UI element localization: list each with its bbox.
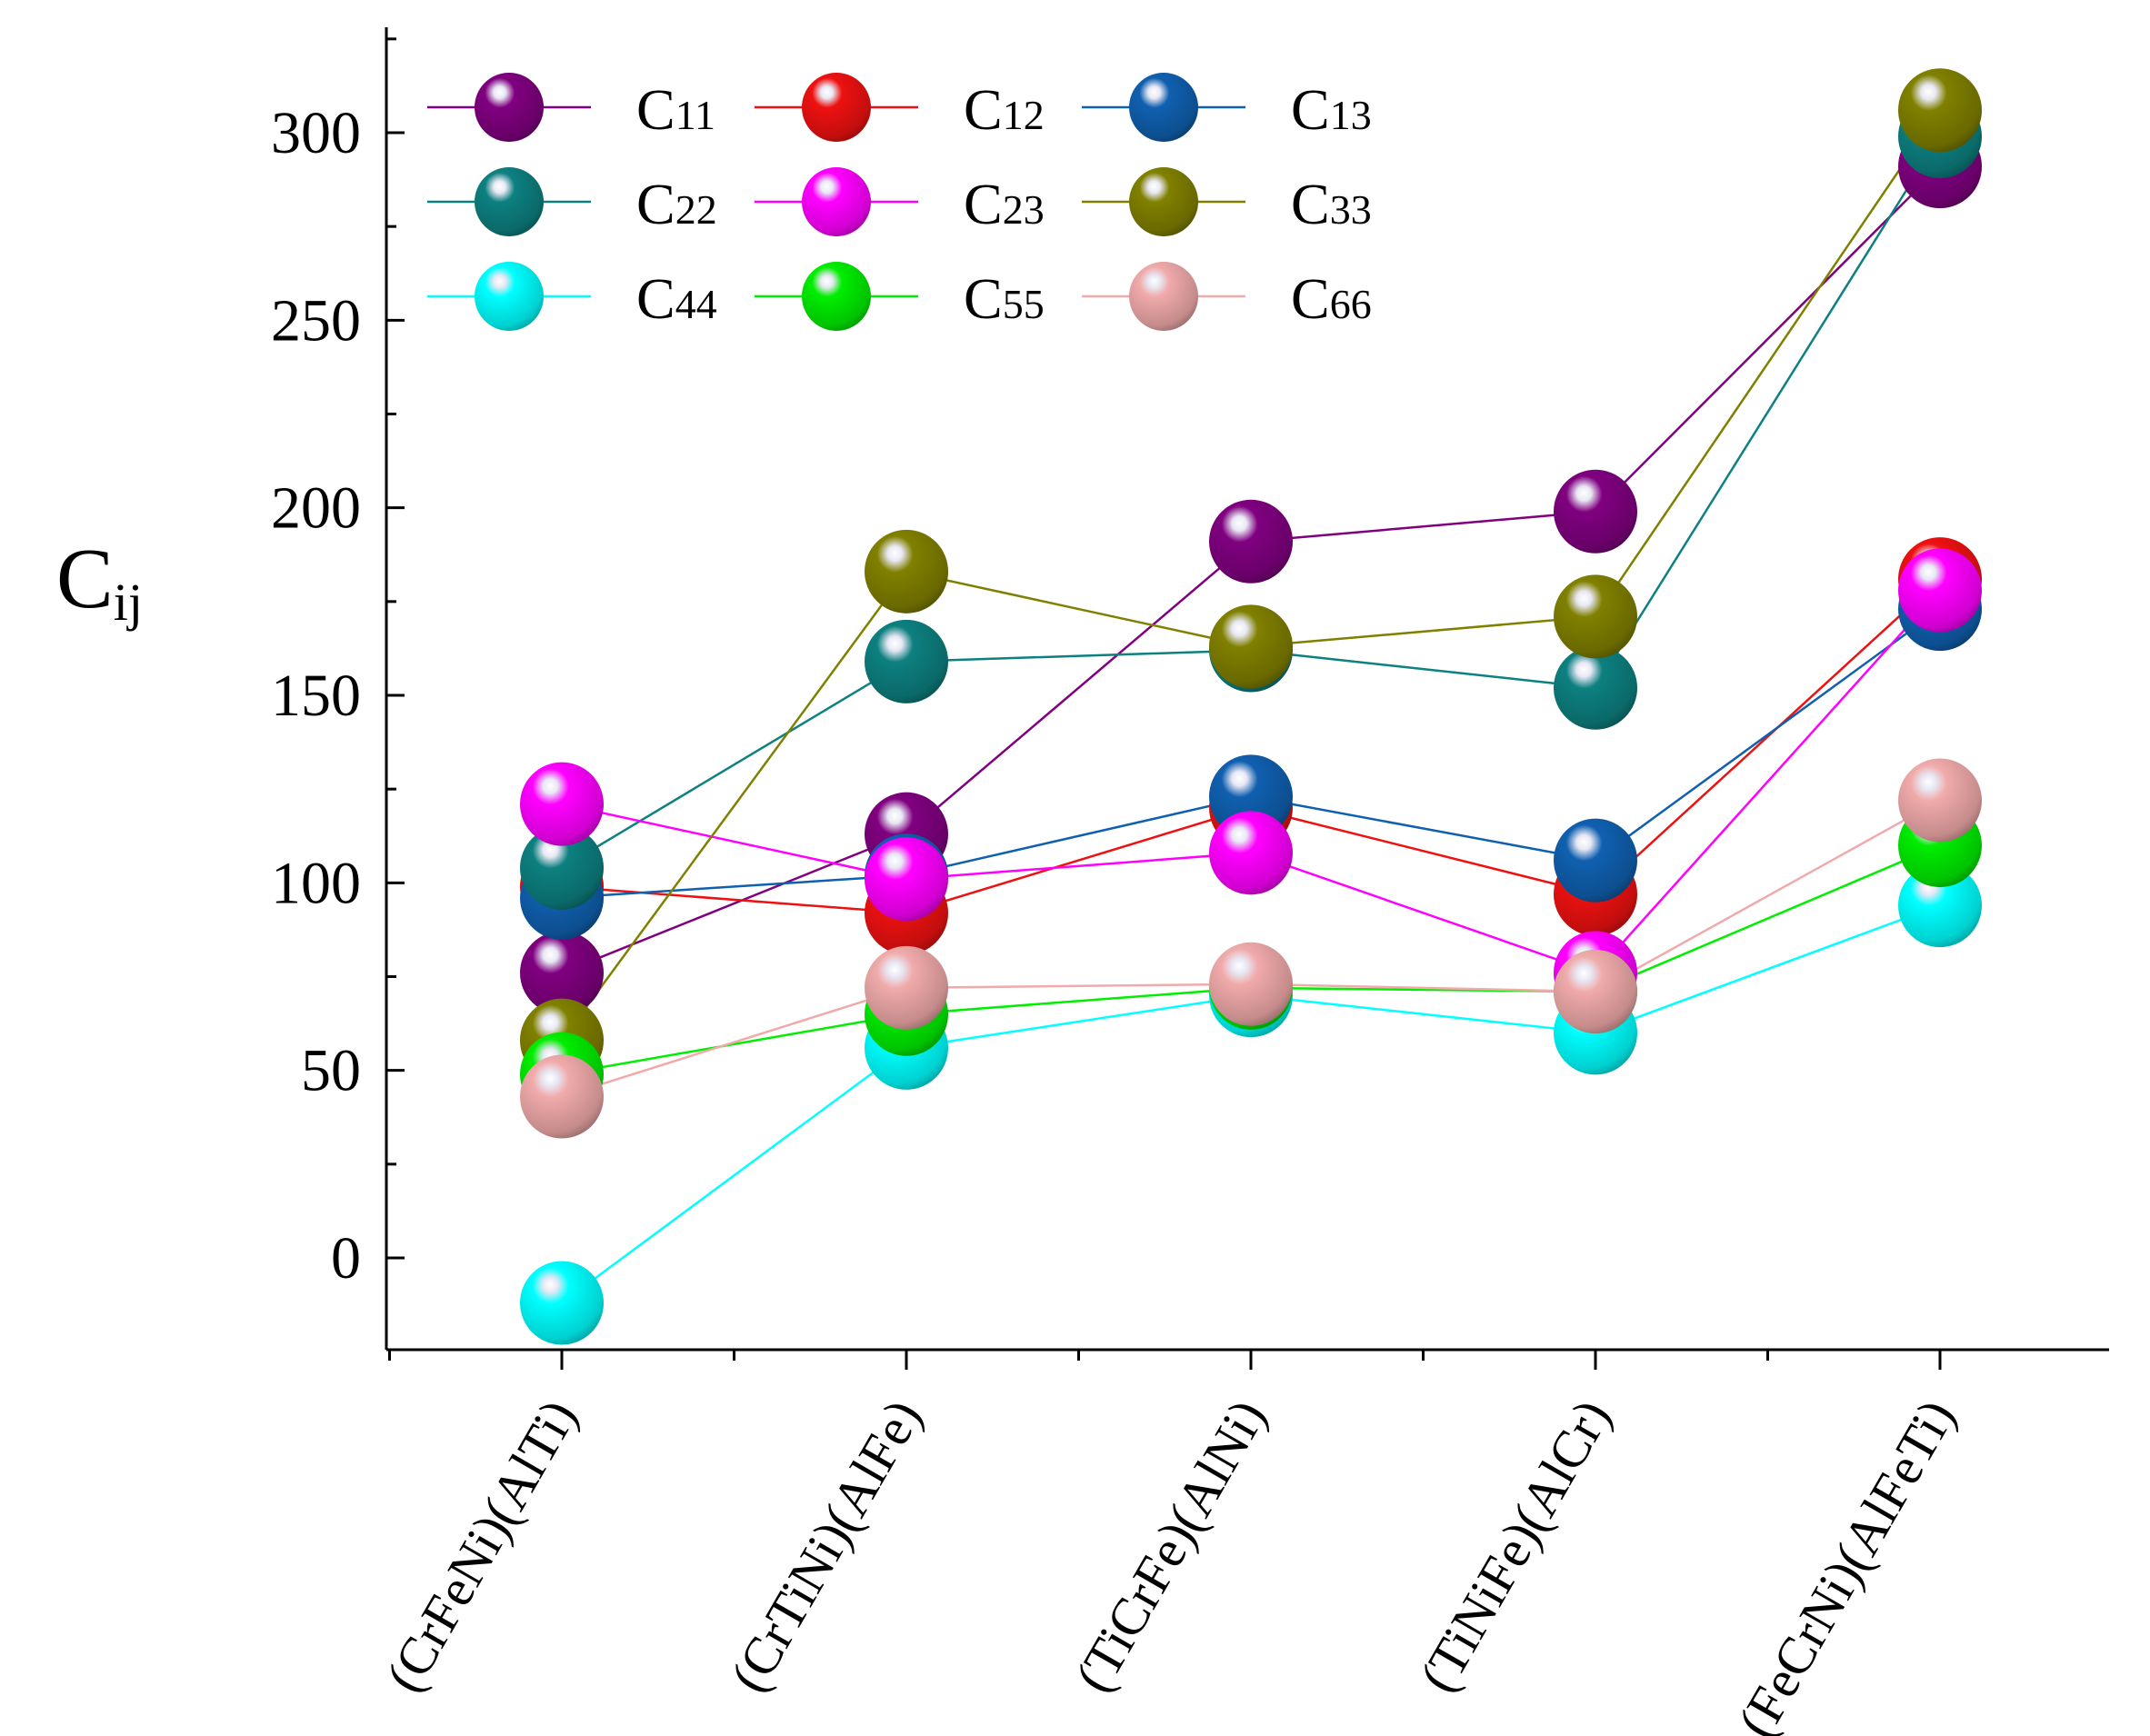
legend-marker xyxy=(802,73,871,142)
data-point-c11 xyxy=(1554,469,1637,554)
data-point-c23 xyxy=(520,762,604,846)
data-point-c33 xyxy=(1554,574,1637,659)
legend-marker xyxy=(475,73,544,142)
legend-label: C13 xyxy=(1291,77,1372,142)
legend-entry-c44: C44 xyxy=(427,262,717,331)
y-tick-label: 300 xyxy=(271,100,361,166)
legend-entry-c33: C33 xyxy=(1082,167,1372,236)
data-point-c66 xyxy=(1898,758,1982,843)
legend-marker xyxy=(1129,262,1198,331)
data-point-c66 xyxy=(865,945,948,1030)
y-axis-label: Cij xyxy=(56,532,143,632)
axis-labels: Cij xyxy=(56,532,143,632)
legend-label: C11 xyxy=(636,77,715,142)
y-tick-label: 150 xyxy=(271,663,361,729)
data-point-c23 xyxy=(865,837,948,922)
data-point-c22 xyxy=(1554,645,1637,730)
legend-label: C23 xyxy=(964,172,1045,236)
data-point-c44 xyxy=(1898,863,1982,948)
legend-entry-c23: C23 xyxy=(755,167,1045,236)
legend-label: C12 xyxy=(964,77,1045,142)
data-point-c23 xyxy=(1209,811,1293,895)
legend-entry-c66: C66 xyxy=(1082,262,1372,331)
data-point-c44 xyxy=(520,1261,604,1345)
data-point-c33 xyxy=(1898,68,1982,153)
data-point-c11 xyxy=(1209,499,1293,584)
data-point-c22 xyxy=(520,825,604,910)
legend-entry-c22: C22 xyxy=(427,167,717,236)
legend-marker xyxy=(1129,73,1198,142)
legend-entry-c11: C11 xyxy=(427,73,715,142)
data-point-c33 xyxy=(1209,604,1293,689)
data-point-c22 xyxy=(865,619,948,703)
legend-entry-c12: C12 xyxy=(755,73,1045,142)
series-layer xyxy=(520,68,1982,1345)
data-point-c66 xyxy=(1554,950,1637,1034)
data-point-c33 xyxy=(865,529,948,614)
legend-marker xyxy=(802,262,871,331)
legend-label: C55 xyxy=(964,266,1045,331)
legend-label: C33 xyxy=(1291,172,1372,236)
legend-label: C22 xyxy=(636,172,717,236)
x-category-label: (CrFeNi)(AlTi) xyxy=(375,1390,589,1701)
legend-marker xyxy=(475,167,544,236)
data-point-c23 xyxy=(1898,548,1982,633)
legend-marker xyxy=(1129,167,1198,236)
y-tick-label: 200 xyxy=(271,475,361,542)
legend-marker xyxy=(475,262,544,331)
legend-label: C44 xyxy=(636,266,717,331)
x-category-label: (FeCrNi)(AlFeTi) xyxy=(1726,1390,1967,1736)
legend-marker xyxy=(802,167,871,236)
legend: C11 C12 C13 C22 C23 C33 C44 C55 C66 xyxy=(427,73,1372,331)
x-category-label: (TiCrFe)(AlNi) xyxy=(1064,1390,1278,1701)
y-tick-label: 50 xyxy=(301,1038,361,1104)
y-tick-label: 250 xyxy=(271,287,361,354)
legend-entry-c55: C55 xyxy=(755,262,1045,331)
legend-entry-c13: C13 xyxy=(1082,73,1372,142)
y-tick-label: 0 xyxy=(331,1225,361,1292)
data-point-c11 xyxy=(520,931,604,1015)
x-category-label: (TiNiFe)(AlCr) xyxy=(1408,1390,1623,1701)
data-point-c13 xyxy=(1554,818,1637,903)
data-point-c66 xyxy=(520,1054,604,1139)
legend-label: C66 xyxy=(1291,266,1372,331)
x-category-label: (CrTiNi)(AlFe) xyxy=(719,1390,934,1701)
data-point-c66 xyxy=(1209,942,1293,1026)
y-tick-label: 100 xyxy=(271,850,361,916)
